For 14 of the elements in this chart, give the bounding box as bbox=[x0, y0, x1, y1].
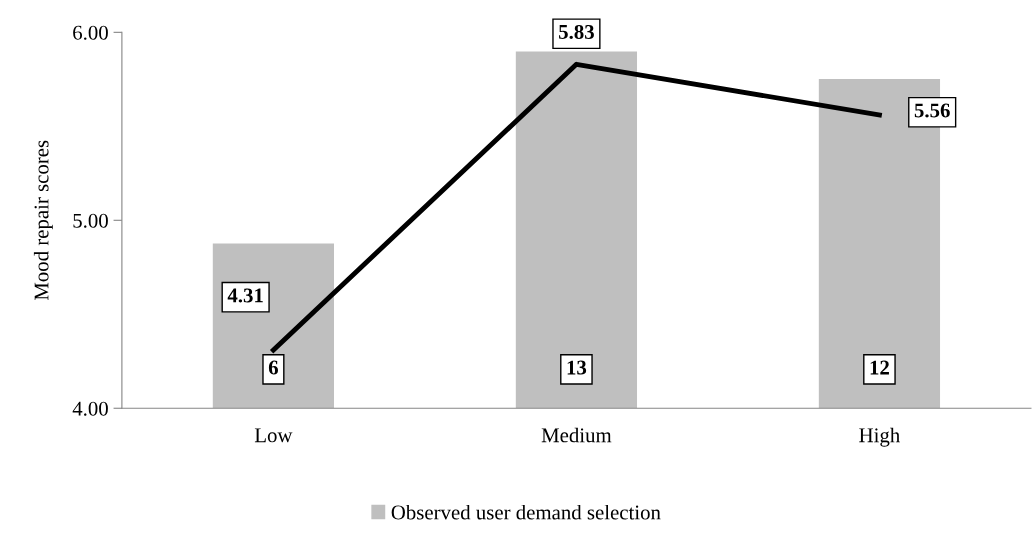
y-tick-label: 4.00 bbox=[72, 401, 108, 416]
data-label: 4.31 bbox=[227, 288, 263, 303]
x-tick-label: Low bbox=[254, 428, 293, 443]
data-label: 5.83 bbox=[559, 24, 594, 40]
y-axis-title: Mood repair scores bbox=[33, 140, 53, 301]
legend-label: Observed user demand selection bbox=[391, 504, 661, 520]
data-label: 5.56 bbox=[914, 103, 950, 118]
data-label: 6 bbox=[268, 360, 278, 375]
data-label: 13 bbox=[567, 360, 587, 375]
y-tick-label: 5.00 bbox=[73, 213, 108, 228]
x-tick-label: Medium bbox=[541, 427, 612, 443]
data-label: 12 bbox=[870, 360, 889, 375]
y-tick-label: 6.00 bbox=[73, 25, 108, 40]
x-tick-label: High bbox=[859, 427, 900, 447]
